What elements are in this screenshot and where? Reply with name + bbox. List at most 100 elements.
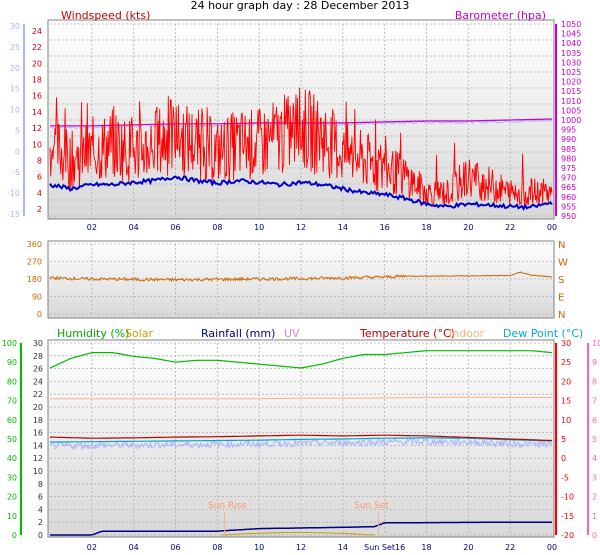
temp-y-tick: 5 (561, 435, 566, 444)
wind-y-tick: 20 (32, 59, 42, 68)
indoor-line (50, 396, 552, 400)
dew-band-line (49, 437, 553, 451)
x-tick-top: 12 (296, 223, 306, 232)
wind-y-tick: 2 (37, 205, 42, 214)
humidity-y-tick: 70 (7, 397, 17, 406)
dew-y-tick: 7 (592, 397, 597, 406)
compass-tick: N (558, 240, 565, 251)
dir-y-tick: 180 (27, 275, 42, 284)
wind-outer-tick: -15 (7, 210, 20, 219)
x-tick-bottom: 18 (421, 543, 431, 552)
chart-title: 24 hour graph day : 28 December 2013 (191, 0, 410, 12)
dew-y-tick: 10 (592, 339, 600, 348)
baro-y-tick: 1035 (561, 49, 581, 58)
windspeed-line (49, 87, 553, 206)
dew-y-tick: 1 (592, 512, 597, 521)
humidity-y-tick: 0 (12, 531, 17, 540)
wind-outer-tick: 10 (10, 106, 20, 115)
dew-y-tick: 4 (592, 454, 597, 463)
x-tick-bottom: 02 (87, 543, 97, 552)
inner-y-tick: 12 (33, 454, 43, 463)
wind-y-tick: 16 (32, 92, 42, 101)
temp-y-tick: 20 (561, 377, 571, 386)
uv-label: UV (284, 327, 300, 340)
solar-line (221, 531, 375, 536)
wind-y-tick: 8 (37, 156, 42, 165)
temp-y-tick: 30 (561, 339, 571, 348)
baro-y-tick: 970 (561, 174, 576, 183)
x-tick-bottom: 10 (254, 543, 264, 552)
temp-y-tick: -10 (561, 493, 574, 502)
humidity-y-tick: 80 (7, 377, 17, 386)
inner-y-tick: 14 (33, 441, 43, 450)
wind-direction-line (49, 271, 552, 283)
wind-outer-tick: 0 (15, 147, 20, 156)
inner-y-tick: 6 (38, 493, 43, 502)
temp-y-tick: 10 (561, 416, 571, 425)
inner-y-tick: 0 (38, 531, 43, 540)
x-tick-bottom: 08 (212, 543, 222, 552)
baro-y-tick: 1010 (561, 97, 581, 106)
wind-y-tick: 24 (32, 27, 42, 36)
humidity-y-tick: 50 (7, 435, 17, 444)
rainfall-label: Rainfall (mm) (201, 327, 275, 340)
humidity-label: Humidity (%) (57, 327, 129, 340)
baro-y-tick: 1045 (561, 30, 581, 39)
dir-y-tick: 270 (27, 258, 42, 267)
humidity-y-tick: 60 (7, 416, 17, 425)
compass-tick: E (558, 293, 564, 304)
wind-outer-tick: 20 (10, 64, 20, 73)
x-tick-bottom: 14 (338, 543, 348, 552)
compass-tick: N (558, 310, 565, 321)
temp-y-tick: -15 (561, 512, 574, 521)
dewpoint-line (49, 437, 552, 443)
dir-y-tick: 90 (32, 293, 42, 302)
indoor-label: Indoor (449, 327, 485, 340)
x-tick-top: 14 (338, 223, 348, 232)
x-tick-top: 22 (505, 223, 515, 232)
baro-y-tick: 1015 (561, 87, 581, 96)
humidity-y-tick: 30 (7, 473, 17, 482)
wind-y-tick: 12 (32, 124, 42, 133)
x-tick-top: 00 (547, 223, 557, 232)
x-tick-bottom: 20 (463, 543, 473, 552)
humidity-y-tick: 40 (7, 454, 17, 463)
temp-y-tick: 25 (561, 358, 571, 367)
inner-y-tick: 24 (33, 377, 43, 386)
temp-y-tick: 0 (561, 454, 566, 463)
baro-y-tick: 1030 (561, 58, 581, 67)
sunrise-label: Sun Rise (208, 501, 247, 511)
baro-y-tick: 965 (561, 183, 576, 192)
wind-outer-tick: 30 (10, 22, 20, 31)
baro-y-tick: 1050 (561, 20, 581, 29)
baro-y-tick: 1005 (561, 106, 581, 115)
baro-y-tick: 980 (561, 154, 576, 163)
wind-outer-tick: 15 (10, 85, 20, 94)
x-tick-bottom: Sun Set16 (364, 543, 405, 552)
baro-y-tick: 1025 (561, 68, 581, 77)
humidity-line (49, 350, 553, 369)
dew-y-tick: 6 (592, 416, 597, 425)
inner-y-tick: 16 (33, 429, 43, 438)
dir-y-tick: 0 (37, 310, 42, 319)
dew-y-tick: 0 (592, 531, 597, 540)
wind-y-tick: 22 (32, 43, 42, 52)
barometer-label: Barometer (hpa) (455, 9, 546, 22)
x-tick-top: 08 (212, 223, 222, 232)
inner-y-tick: 28 (33, 352, 43, 361)
dir-y-tick: 360 (27, 240, 42, 249)
temp-y-tick: 15 (561, 397, 571, 406)
dew-y-tick: 9 (592, 358, 597, 367)
compass-tick: S (558, 275, 564, 286)
x-tick-top: 16 (380, 223, 390, 232)
x-tick-bottom: 00 (547, 543, 557, 552)
inner-y-tick: 18 (33, 416, 43, 425)
x-tick-top: 10 (254, 223, 264, 232)
inner-y-tick: 4 (38, 505, 43, 514)
rainfall-line (50, 521, 552, 536)
baro-y-tick: 955 (561, 202, 576, 211)
x-tick-top: 06 (170, 223, 180, 232)
wind-outer-tick: 5 (15, 126, 20, 135)
